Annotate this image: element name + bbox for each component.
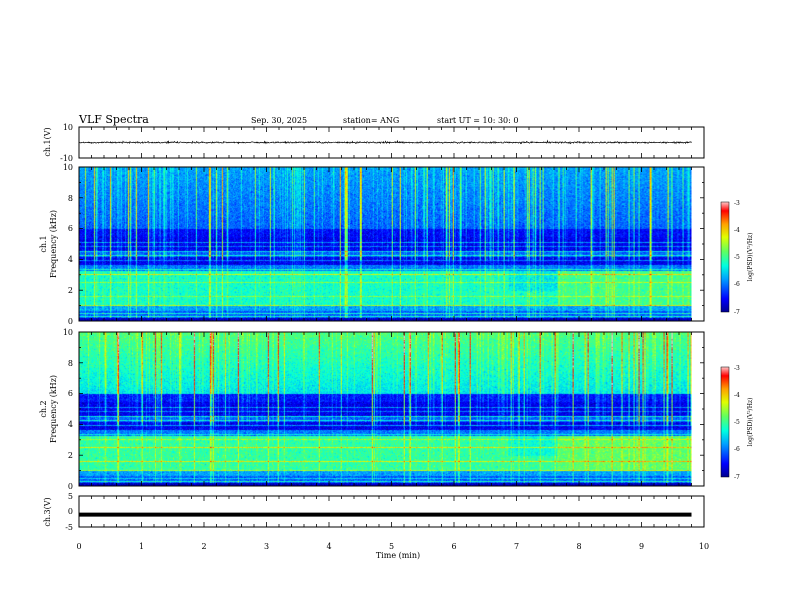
ch3-waveform-ylabel: ch.3(V) (43, 497, 52, 526)
ch1-spec-ytick-8: 8 (68, 194, 73, 203)
ch1-spectrogram-heatmap (79, 167, 692, 321)
ch3-ytick-top: 5 (68, 492, 73, 501)
ylabel-line: Frequency (kHz) (49, 210, 58, 278)
ch1-spectrogram-ylabel: ch.1Frequency (kHz) (39, 210, 58, 278)
ch1-waveform-line (78, 139, 692, 145)
time-tick-label: 4 (326, 542, 331, 551)
ch2-colorbar-label: log(PSD)(V²/Hz) (747, 398, 754, 447)
ch2-spec-ytick-4: 4 (68, 420, 73, 429)
ch1-cb-tick-m6: -6 (734, 281, 740, 288)
ch2-cb-tick-m6: -6 (734, 446, 740, 453)
ch1-waveform-panel: 10 -10 ch.1(V) (43, 123, 705, 163)
ch2-cb-tick-m4: -4 (734, 392, 740, 399)
ch3-ytick-mid: 0 (68, 507, 73, 516)
ch1-spectrogram-yticks: 0 2 4 6 8 10 (63, 163, 73, 326)
ch2-spec-ytick-2: 2 (68, 451, 73, 460)
ch2-spec-ytick-6: 6 (68, 389, 73, 398)
time-tick-label: 10 (699, 542, 709, 551)
ch2-colorbar-ticks: -3 -4 -5 -6 -7 (734, 365, 740, 481)
ch1-ytick-bottom: -10 (60, 154, 73, 163)
ch1-cb-tick-m5: -5 (734, 254, 740, 261)
ch1-spec-ytick-2: 2 (68, 286, 73, 295)
ch1-cb-tick-m4: -4 (734, 227, 740, 234)
time-tick-label: 9 (639, 542, 644, 551)
time-axis-tick-labels: 0 1 2 3 4 5 6 7 8 9 10 (76, 542, 709, 551)
ch2-spec-ytick-0: 0 (68, 482, 73, 491)
ch2-cb-tick-m3: -3 (734, 365, 740, 372)
time-tick-label: 1 (139, 542, 144, 551)
time-tick-label: 8 (576, 542, 581, 551)
ch1-spec-ytick-4: 4 (68, 255, 73, 264)
ch1-spectrogram-panel: 0 2 4 6 8 10 ch.1Frequency (kHz) -3 -4 -… (39, 163, 754, 326)
time-tick-label: 6 (451, 542, 456, 551)
time-tick-label: 5 (389, 542, 394, 551)
ch3-waveform-panel: 5 0 -5 ch.3(V) (43, 492, 705, 532)
ch1-spec-ytick-6: 6 (68, 224, 73, 233)
header-start-ut: start UT = 10: 30: 0 (437, 116, 518, 125)
time-tick-label: 0 (76, 542, 81, 551)
ch1-spec-ytick-0: 0 (68, 317, 73, 326)
time-tick-label: 3 (264, 542, 269, 551)
ch2-spec-ytick-8: 8 (68, 359, 73, 368)
ylabel-line: ch.2 (39, 400, 48, 417)
ch1-waveform-ylabel: ch.1(V) (43, 127, 52, 156)
ch1-colorbar (720, 201, 730, 313)
ch2-spectrogram-panel: 0 2 4 6 8 10 ch.2Frequency (kHz) -3 -4 -… (39, 328, 754, 491)
header-date: Sep. 30, 2025 (251, 116, 307, 125)
ch2-spec-ytick-10: 10 (63, 328, 73, 337)
figure-title: VLF Spectra (78, 113, 149, 126)
time-tick-label: 7 (514, 542, 519, 551)
ch1-cb-tick-m7: -7 (734, 309, 740, 316)
ch1-colorbar-ticks: -3 -4 -5 -6 -7 (734, 200, 740, 316)
time-axis-label: Time (min) (376, 551, 420, 560)
time-axis-ticks (78, 127, 705, 527)
ch2-cb-tick-m7: -7 (734, 474, 740, 481)
ylabel-line: ch.1 (39, 235, 48, 252)
ch2-spectrogram-yticks: 0 2 4 6 8 10 (63, 328, 73, 491)
ch1-spec-ytick-10: 10 (63, 163, 73, 172)
ch3-ytick-bottom: -5 (65, 523, 73, 532)
ch2-spectrogram-heatmap (79, 332, 692, 486)
ch2-colorbar (720, 366, 730, 478)
ch1-colorbar-label: log(PSD)(V²/Hz) (747, 233, 754, 282)
ylabel-line: Frequency (kHz) (49, 375, 58, 443)
time-tick-label: 2 (201, 542, 206, 551)
ch2-cb-tick-m5: -5 (734, 419, 740, 426)
ch2-spectrogram-ylabel: ch.2Frequency (kHz) (39, 375, 58, 443)
ch1-cb-tick-m3: -3 (734, 200, 740, 207)
header-station: station= ANG (343, 116, 399, 125)
ch1-ytick-top: 10 (63, 123, 73, 132)
